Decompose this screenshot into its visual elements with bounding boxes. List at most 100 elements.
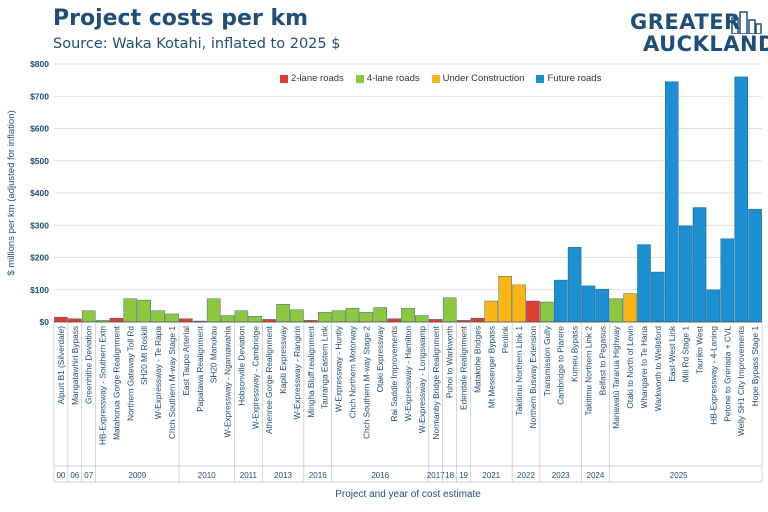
- x-tick-label: Chch Northern Motorway: [347, 325, 357, 418]
- bar: [81, 310, 96, 323]
- x-axis-title: Project and year of cost estimate: [335, 489, 481, 500]
- legend-label-4lane: 4-lane roads: [366, 73, 420, 84]
- year-group-label: 2025: [670, 471, 688, 480]
- x-tick-label: HB-Expressway - Southern Extn: [98, 326, 108, 445]
- year-group-label: 2017: [427, 471, 445, 480]
- x-tick-label: East Taupo Arterial: [181, 326, 191, 396]
- bar: [581, 285, 596, 323]
- x-tick-label: Papatawa Realignment: [195, 325, 205, 411]
- bar: [165, 313, 179, 323]
- bar: [415, 315, 429, 323]
- legend-item-construction: Under Construction: [431, 73, 525, 84]
- year-group-label: 2016: [309, 471, 327, 480]
- legend-label-construction: Under Construction: [442, 73, 525, 84]
- year-group-label: 2011: [240, 471, 258, 480]
- y-tick-label: $300: [30, 220, 49, 230]
- bar: [595, 288, 610, 323]
- bar: [220, 315, 235, 323]
- y-tick-label: $600: [30, 124, 49, 134]
- bar: [68, 318, 82, 323]
- x-tick-label: Chch Southern M-way Stage 2: [361, 326, 371, 439]
- x-tick-label: Mingha Bluff realignment: [306, 325, 316, 417]
- x-tick-label: Otaki Expressway: [375, 325, 385, 392]
- bar: [720, 238, 735, 323]
- year-group-label: 00: [56, 471, 65, 480]
- x-tick-label: Takitimu Northern Link 1: [514, 326, 524, 416]
- year-group-label: 06: [70, 471, 79, 480]
- bar: [665, 81, 679, 323]
- chart-legend: 2-lane roads 4-lane roads Under Construc…: [280, 73, 601, 84]
- bar: [151, 310, 165, 323]
- y-tick-label: $700: [30, 91, 49, 101]
- bar: [331, 310, 346, 323]
- x-tick-label: Warkworth to Wellsford: [653, 326, 663, 412]
- year-group-label: 2009: [128, 471, 146, 480]
- x-tick-label: W-Expressway - Ngaruawahia: [223, 326, 233, 438]
- bar: [540, 301, 554, 323]
- year-group-label: 2016: [371, 471, 389, 480]
- year-group-label: 2021: [482, 471, 500, 480]
- bar: [442, 297, 457, 323]
- bar: [512, 284, 526, 323]
- chart-subtitle: Source: Waka Kotahi, inflated to 2025 $: [53, 36, 341, 52]
- bar: [692, 207, 707, 323]
- legend-item-4lane: 4-lane roads: [355, 73, 420, 84]
- logo-text-line2: AUCKLAND: [643, 32, 768, 56]
- x-tick-label: Kapiti Expressway: [278, 325, 288, 394]
- year-group-label: 18: [445, 471, 454, 480]
- legend-item-2lane: 2-lane roads: [280, 73, 344, 84]
- x-tick-label: W-Expressway - Te Rapa: [153, 326, 163, 420]
- bar: [206, 298, 221, 323]
- bar: [734, 76, 748, 323]
- x-tick-label: W-Expressway - Longswamp: [417, 326, 427, 434]
- bar: [678, 225, 693, 323]
- bar: [498, 276, 512, 323]
- x-tick-label: Kumeu Bypass: [570, 326, 580, 382]
- x-tick-label: East-West Link: [667, 325, 677, 381]
- year-group-label: 07: [84, 471, 93, 480]
- x-tick-label: Matakohe Bridges: [472, 326, 482, 393]
- bar: [401, 307, 415, 323]
- y-tick-label: $200: [30, 253, 49, 263]
- bar: [484, 300, 499, 323]
- bar: [470, 317, 485, 323]
- x-tick-label: Chch Southern M-way Stage 1: [167, 326, 177, 439]
- year-group-label: 2013: [274, 471, 292, 480]
- year-group-label: 2010: [198, 471, 216, 480]
- year-group-label: 2024: [587, 471, 605, 480]
- year-group-label: 2022: [517, 471, 535, 480]
- bar: [706, 289, 721, 323]
- legend-swatch-2lane: [280, 74, 288, 83]
- legend-item-future: Future roads: [536, 73, 601, 84]
- x-tick-label: Petone to Grenada + CVL: [722, 326, 732, 422]
- x-tick-label: HB-Expressway - 4-Laning: [708, 326, 718, 425]
- legend-label-future: Future roads: [547, 73, 602, 84]
- bar: [54, 316, 68, 323]
- bar: [290, 309, 304, 323]
- bar: [651, 271, 665, 323]
- x-tick-label: Penlink: [500, 325, 510, 353]
- x-tick-label: Otaki to North of Levin: [625, 326, 635, 409]
- x-tick-label: Mill Rd Stage 1: [681, 326, 691, 383]
- y-axis-title: $ millions per km (adjusted for inflatio…: [6, 110, 17, 275]
- x-tick-label: Whangarei to Te Hana: [639, 326, 649, 409]
- y-tick-label: $500: [30, 156, 49, 166]
- logo-text-line1: GREATER: [630, 10, 741, 34]
- x-tick-label: SH20 Manukau: [209, 326, 219, 384]
- y-tick-label: $100: [30, 285, 49, 295]
- x-tick-label: Puhoi to Warkworth: [445, 326, 455, 398]
- skyline-icon: [731, 11, 762, 34]
- x-tick-label: Normanby Bridge Realignment: [431, 325, 441, 439]
- x-tick-label: W-Expressway - Hamilton: [403, 326, 413, 422]
- year-group-label: 19: [459, 471, 468, 480]
- x-tick-label: Welly SH1 City Improvements: [736, 326, 746, 436]
- bar: [748, 208, 762, 323]
- x-tick-label: Tauriko West: [695, 325, 705, 373]
- x-tick-label: Belfast to Pegasus: [597, 326, 607, 395]
- bar: [234, 310, 249, 323]
- x-tick-label: Takitimu Northern Link 2: [583, 326, 593, 416]
- bar: [567, 246, 582, 323]
- bar: [526, 300, 540, 323]
- y-tick-label: $800: [30, 59, 49, 69]
- bar: [137, 299, 151, 323]
